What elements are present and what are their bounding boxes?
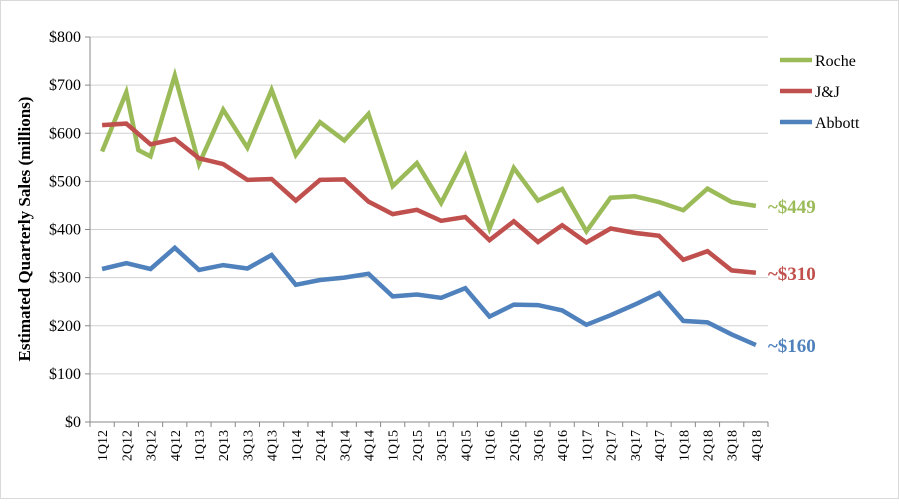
x-tick-labels: 1Q12 2Q12 3Q12 4Q12 1Q13 2Q13 3Q13 4Q13 1Q14 2Q14…: [96, 430, 765, 461]
axes: [89, 37, 769, 427]
end-label: ~$160: [768, 336, 816, 357]
x-tick-label: 3Q12: [145, 430, 160, 461]
y-tick-label: $400: [49, 222, 81, 239]
x-tick-label: 4Q14: [362, 430, 377, 461]
x-tick-label: 4Q16: [556, 430, 571, 461]
series-line-roche: [100, 67, 757, 236]
x-tick-label: 1Q13: [193, 430, 208, 461]
x-tick-label: 2Q17: [605, 430, 620, 461]
gridlines: [85, 36, 768, 423]
x-tick-label: 2Q18: [701, 430, 716, 461]
x-tick-label: 1Q18: [677, 430, 692, 461]
x-tick-label: 1Q14: [290, 430, 305, 461]
y-tick-label: $200: [49, 318, 81, 335]
x-tick-label: 2Q15: [411, 430, 426, 461]
x-tick-label: 2Q16: [508, 430, 523, 461]
y-tick-label: $300: [49, 270, 81, 287]
x-tick-label: 4Q15: [459, 430, 474, 461]
x-tick-label: 3Q16: [532, 430, 547, 461]
y-tick-label: $0: [65, 414, 81, 431]
series-lines: [100, 67, 757, 348]
end-label: ~$449: [768, 197, 816, 218]
legend-label: Roche: [815, 53, 856, 70]
x-tick-label: 2Q12: [120, 430, 135, 461]
x-tick-label: 4Q17: [653, 430, 668, 461]
y-tick-labels: $0 $100 $200 $300 $400 $500 $600 $700 $800: [49, 29, 81, 431]
end-label: ~$310: [768, 264, 816, 285]
x-tick-label: 2Q13: [217, 430, 232, 461]
y-tick-label: $700: [49, 77, 81, 94]
x-tick-label: 2Q14: [314, 430, 329, 461]
legend-label: J&J: [815, 84, 840, 101]
legend-label: Abbott: [815, 115, 860, 132]
legend: Roche J&J Abbott: [780, 53, 860, 132]
y-tick-label: $100: [49, 366, 81, 383]
x-tick-label: 3Q14: [338, 430, 353, 461]
x-tick-label: 1Q17: [580, 430, 595, 461]
series-line-j-j: [101, 121, 757, 276]
x-tick-label: 3Q18: [726, 430, 741, 461]
x-tick-label: 4Q12: [169, 430, 184, 461]
y-axis-label: Estimated Quarterly Sales (millions): [15, 97, 34, 362]
end-labels: ~$449 ~$310 ~$160: [768, 197, 816, 357]
x-tick-label: 1Q15: [387, 430, 402, 461]
x-tick-label: 3Q13: [241, 430, 256, 461]
series-line-abbott: [101, 244, 757, 348]
y-tick-label: $800: [49, 29, 81, 46]
x-tick-label: 3Q15: [435, 430, 450, 461]
y-tick-label: $600: [49, 125, 81, 142]
x-tick-label: 1Q16: [484, 430, 499, 461]
x-tick-label: 3Q17: [629, 430, 644, 461]
x-tick-label: 1Q12: [96, 430, 111, 461]
x-tick-label: 4Q18: [750, 430, 765, 461]
x-tick-label: 4Q13: [266, 430, 281, 461]
y-tick-label: $500: [49, 173, 81, 190]
